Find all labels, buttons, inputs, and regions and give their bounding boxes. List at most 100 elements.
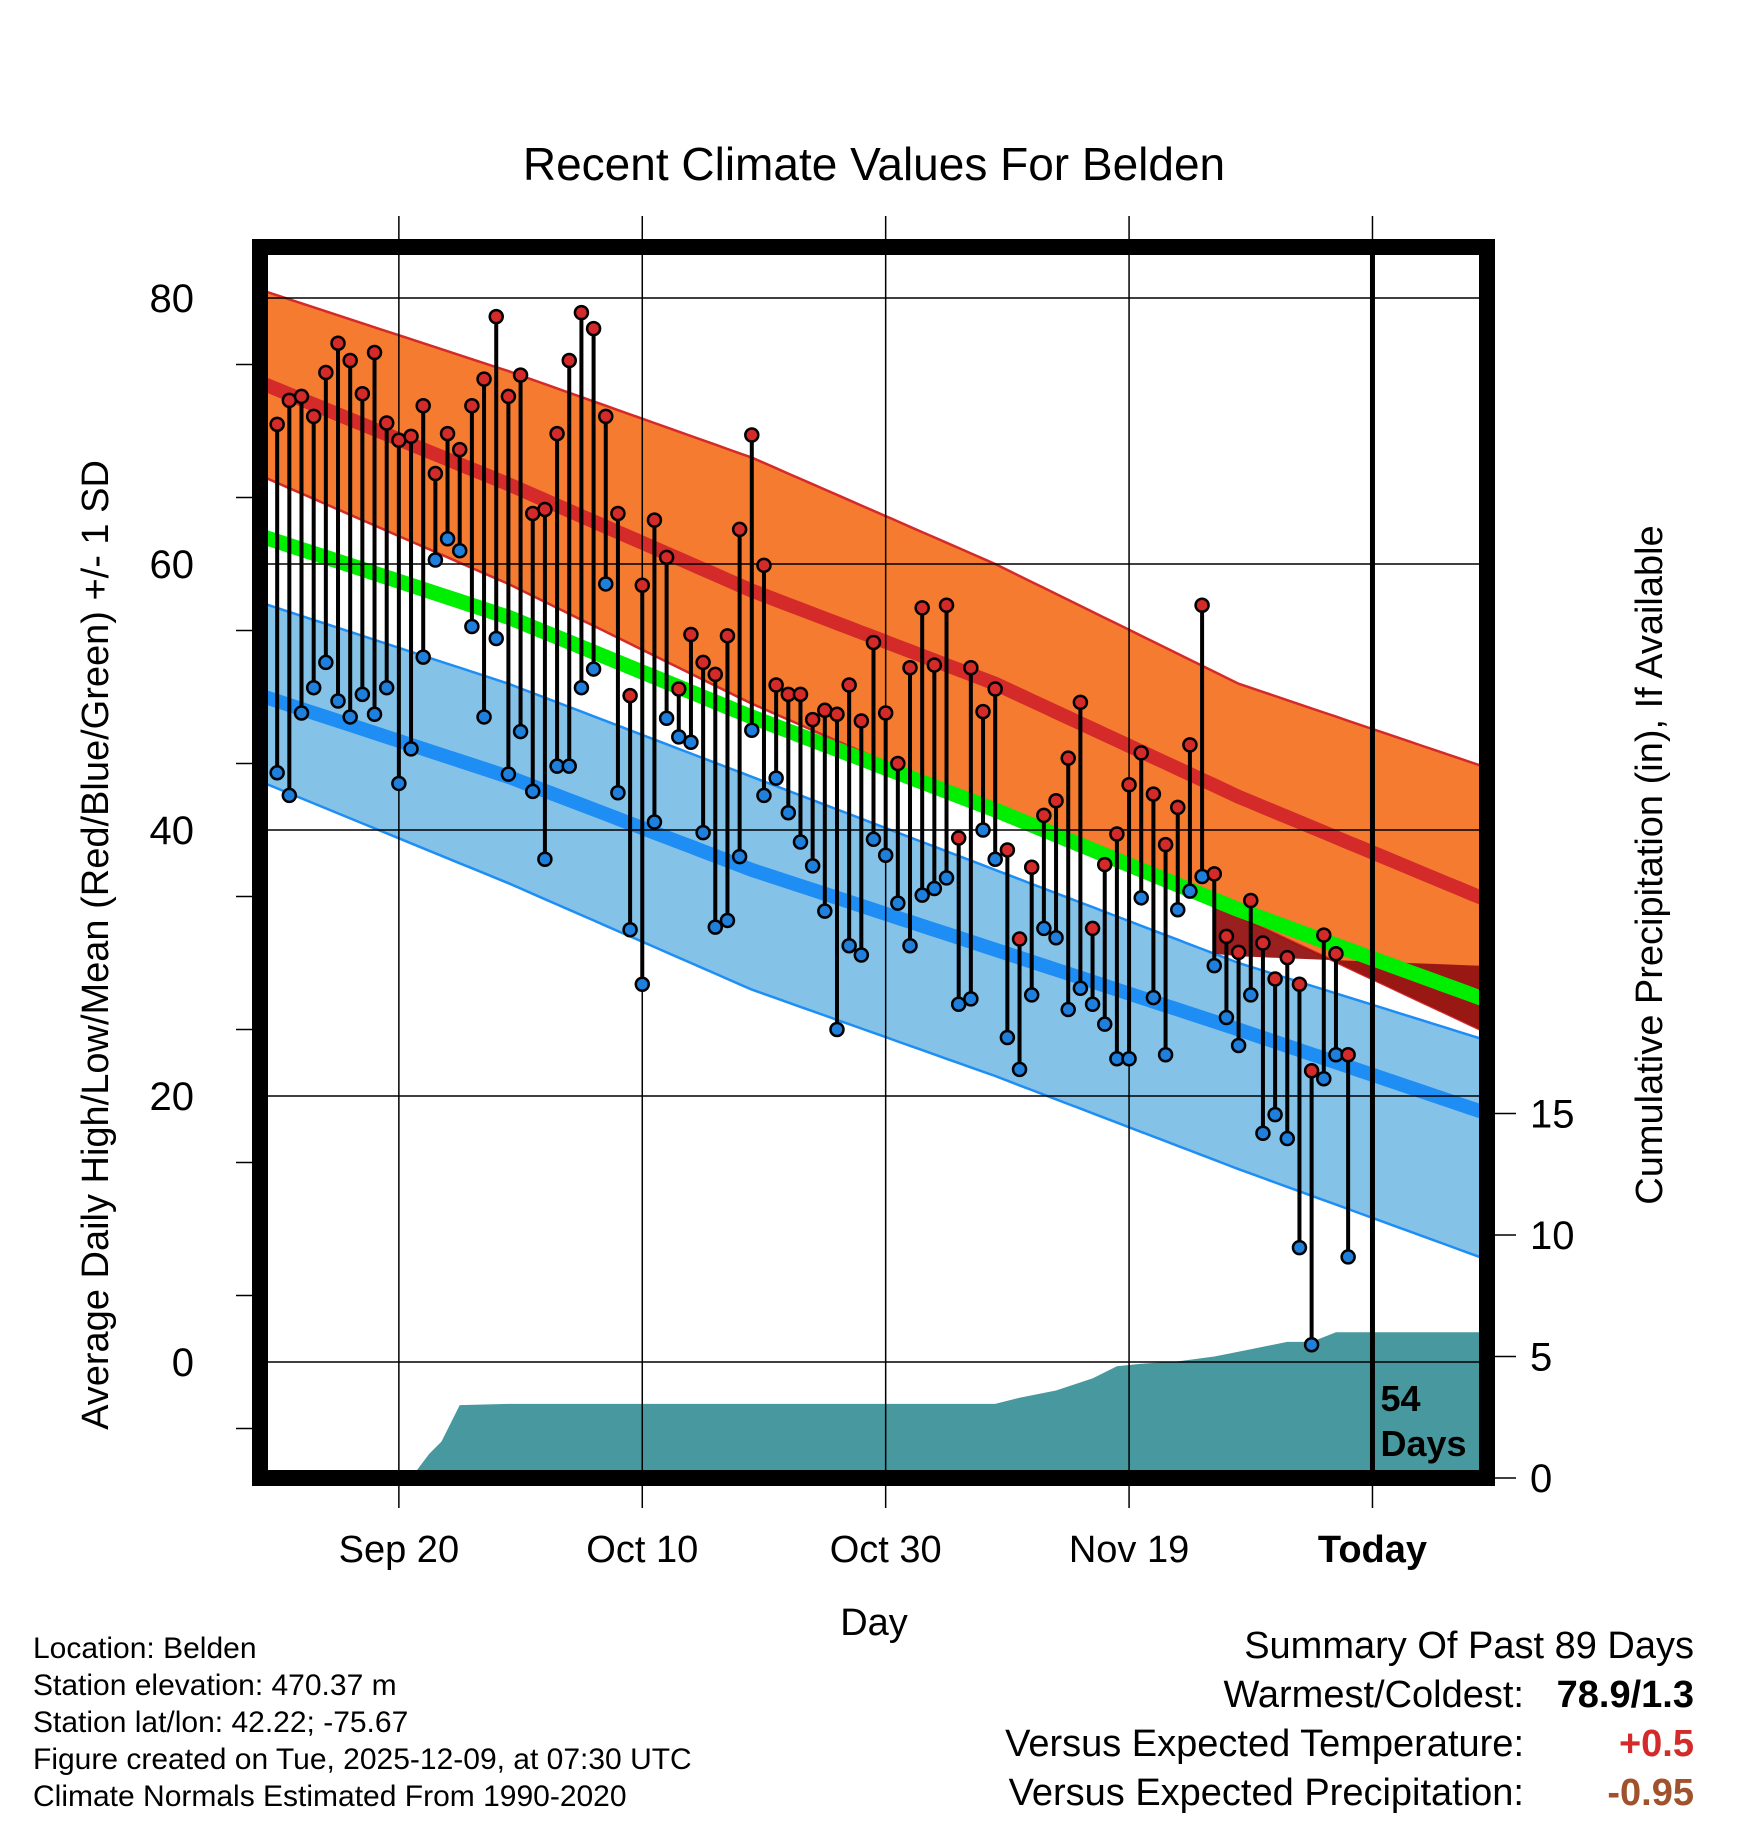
daily-low-point: [938, 870, 955, 886]
daily-high-point: [707, 666, 724, 683]
daily-low-point: [975, 822, 991, 838]
daily-high-point: [914, 600, 930, 616]
daily-low-point: [1279, 1130, 1296, 1147]
daily-high-point: [293, 388, 310, 405]
daily-low-point: [671, 729, 687, 745]
daily-high-point: [1328, 945, 1344, 962]
daily-high-point: [841, 677, 857, 693]
daily-high-point: [549, 425, 565, 442]
daily-high-point: [1170, 799, 1186, 816]
daily-low-point: [841, 937, 857, 954]
daily-low-point: [415, 649, 431, 665]
daily-low-point: [1340, 1249, 1356, 1265]
daily-low-point: [451, 542, 468, 559]
daily-low-point: [1182, 883, 1198, 899]
daily-low-point: [537, 851, 553, 868]
summary-title: Summary Of Past 89 Days: [1244, 1625, 1694, 1667]
temp-value: +0.5: [1618, 1723, 1694, 1765]
x-tick-label: Today: [1318, 1529, 1427, 1571]
daily-high-point: [1084, 920, 1101, 937]
daily-low-point: [1084, 996, 1101, 1012]
warmest-value: 78.9/1.3: [1556, 1674, 1694, 1716]
summary-temp-row: Versus Expected Temperature: +0.5: [1005, 1720, 1694, 1769]
daily-high-point: [1206, 866, 1223, 882]
daily-low-point: [695, 824, 711, 841]
y2-tick-label: 5: [1530, 1336, 1552, 1380]
daily-high-point: [451, 441, 468, 458]
daily-low-point: [1218, 1009, 1235, 1026]
daily-low-point: [1170, 902, 1186, 918]
daily-low-point: [987, 851, 1003, 868]
daily-low-point: [342, 709, 358, 725]
precipitation-area: [265, 1332, 1487, 1478]
daily-low-point: [305, 679, 322, 696]
daily-low-point: [1316, 1070, 1332, 1087]
daily-low-point: [512, 723, 529, 740]
days-count-label: 54: [1380, 1378, 1420, 1419]
daily-low-point: [269, 765, 285, 781]
daily-low-point: [768, 770, 784, 786]
daily-low-point: [902, 937, 918, 954]
warmest-label: Warmest/Coldest:: [1223, 1674, 1524, 1716]
y-tick-label: 60: [150, 543, 195, 587]
daily-low-point: [792, 834, 809, 850]
daily-high-point: [366, 344, 383, 361]
daily-low-point: [391, 775, 407, 792]
daily-low-point: [865, 831, 882, 848]
daily-low-point: [1096, 1016, 1113, 1032]
x-tick-label: Oct 30: [830, 1529, 942, 1571]
daily-low-point: [756, 787, 772, 804]
daily-low-point: [1206, 957, 1223, 974]
daily-low-point: [853, 947, 870, 963]
daily-low-point: [829, 1021, 845, 1038]
daily-low-point: [950, 996, 967, 1012]
daily-low-point: [1048, 929, 1064, 946]
daily-low-point: [524, 783, 541, 800]
daily-low-point: [890, 895, 906, 911]
daily-low-point: [963, 991, 979, 1007]
daily-high-point: [598, 408, 614, 425]
daily-high-point: [476, 371, 492, 387]
daily-low-point: [318, 654, 334, 671]
y-tick-label: 80: [150, 277, 195, 321]
y-tick-label: 20: [150, 1075, 195, 1119]
elevation-text: Station elevation: 470.37 m: [33, 1669, 397, 1702]
y2-tick-label: 10: [1530, 1214, 1575, 1258]
daily-high-point: [768, 677, 784, 693]
daily-low-point: [1072, 980, 1089, 997]
normals-text: Climate Normals Estimated From 1990-2020: [33, 1780, 627, 1813]
daily-high-point: [926, 657, 943, 673]
daily-low-point: [1133, 890, 1149, 906]
high-low-overlap: [1214, 905, 1487, 1033]
daily-low-point: [378, 679, 395, 696]
daily-high-point: [1291, 976, 1308, 993]
x-tick-label: Oct 10: [586, 1529, 698, 1571]
daily-high-point: [731, 521, 748, 538]
daily-low-point: [488, 630, 504, 647]
summary-warmest-row: Warmest/Coldest: 78.9/1.3: [1005, 1671, 1694, 1720]
daily-high-point: [634, 577, 651, 594]
daily-high-point: [1023, 859, 1040, 875]
days-word-label: Days: [1380, 1423, 1466, 1464]
daily-low-point: [1060, 1001, 1076, 1018]
y-tick-label: 40: [150, 809, 195, 853]
daily-high-point: [658, 549, 675, 566]
daily-low-point: [646, 814, 663, 830]
daily-high-point: [305, 408, 322, 425]
daily-low-point: [1243, 987, 1259, 1003]
plot-frame: [252, 239, 1495, 1486]
daily-low-point: [719, 912, 736, 929]
daily-low-point: [561, 758, 577, 774]
daily-high-point: [671, 681, 687, 697]
x-axis-label: Day: [840, 1602, 908, 1644]
daily-high-point: [719, 628, 736, 644]
daily-high-point: [1243, 892, 1259, 909]
daily-high-point: [877, 705, 894, 721]
daily-low-point: [439, 530, 456, 547]
daily-high-point: [744, 427, 760, 443]
daily-low-point: [1303, 1336, 1320, 1353]
daily-high-point: [646, 512, 663, 528]
daily-high-point: [1303, 1062, 1320, 1079]
daily-low-point: [1036, 920, 1052, 937]
